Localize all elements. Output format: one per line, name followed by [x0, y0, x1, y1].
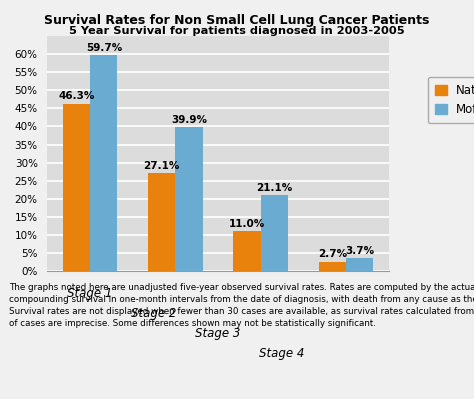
Bar — [319, 261, 346, 271]
Bar — [90, 55, 118, 271]
Text: Survival Rates for Non Small Cell Lung Cancer Patients: Survival Rates for Non Small Cell Lung C… — [44, 14, 430, 27]
Bar — [63, 104, 90, 271]
Bar — [148, 173, 175, 271]
Bar — [175, 127, 203, 271]
Text: 2.7%: 2.7% — [318, 249, 347, 259]
Text: The graphs noted here are unadjusted five-year observed survival rates. Rates ar: The graphs noted here are unadjusted fiv… — [9, 283, 474, 328]
Bar — [261, 195, 288, 271]
Text: 11.0%: 11.0% — [229, 219, 265, 229]
Bar — [346, 258, 373, 271]
Text: 59.7%: 59.7% — [86, 43, 122, 53]
Bar — [233, 231, 261, 271]
Text: 21.1%: 21.1% — [256, 183, 292, 193]
Text: 27.1%: 27.1% — [144, 161, 180, 171]
Text: Stage 4: Stage 4 — [259, 347, 305, 360]
Text: 39.9%: 39.9% — [171, 115, 207, 124]
Text: Stage 3: Stage 3 — [195, 327, 241, 340]
Legend: National, Moffitt: National, Moffitt — [428, 77, 474, 123]
Text: Stage 1: Stage 1 — [67, 287, 113, 300]
Text: 46.3%: 46.3% — [58, 91, 95, 101]
Text: 5 Year Survival for patients diagnosed in 2003-2005: 5 Year Survival for patients diagnosed i… — [69, 26, 405, 36]
Text: Stage 2: Stage 2 — [131, 307, 177, 320]
Text: 3.7%: 3.7% — [345, 246, 374, 256]
